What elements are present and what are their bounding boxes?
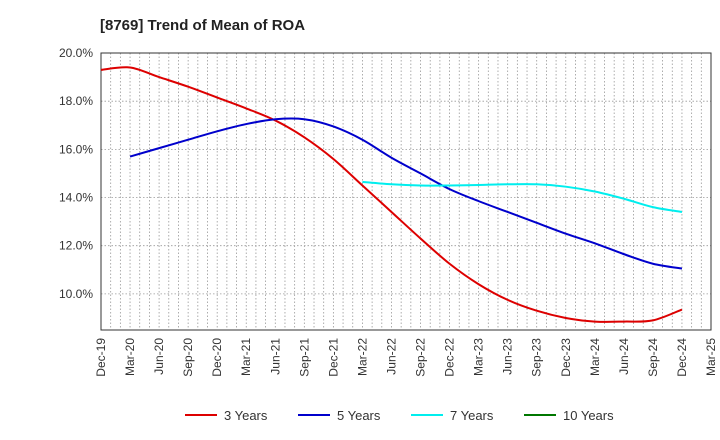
x-tick-label: Sep-22 <box>414 338 428 377</box>
x-tick-label: Mar-20 <box>123 338 137 376</box>
x-tick-label: Sep-21 <box>297 338 311 377</box>
x-tick-label: Sep-23 <box>530 338 544 377</box>
y-axis: 10.0% 12.0% 14.0% 16.0% 18.0% 20.0% <box>59 46 93 301</box>
x-tick-label: Mar-25 <box>704 338 718 376</box>
x-tick-label: Dec-22 <box>443 338 457 377</box>
x-tick-label: Jun-22 <box>384 338 398 375</box>
x-tick-label: Jun-24 <box>617 338 631 375</box>
y-tick-label: 16.0% <box>59 142 93 156</box>
plot-background <box>101 53 711 330</box>
legend: 3 Years 5 Years 7 Years 10 Years <box>185 408 614 423</box>
series-lines <box>100 66 683 323</box>
legend-label: 5 Years <box>337 408 381 423</box>
plot-area <box>100 52 712 331</box>
x-tick-label: Jun-23 <box>501 338 515 375</box>
y-tick-label: 14.0% <box>59 191 93 205</box>
series-line-7-years <box>362 180 683 213</box>
x-tick-label: Sep-24 <box>646 338 660 377</box>
series-line-3-years <box>100 66 683 323</box>
x-tick-label: Mar-21 <box>239 338 253 376</box>
x-tick-label: Dec-21 <box>326 338 340 377</box>
x-tick-label: Dec-20 <box>210 338 224 377</box>
x-tick-label: Mar-23 <box>472 338 486 376</box>
x-tick-label: Dec-24 <box>675 338 689 377</box>
plot-frame <box>100 52 712 331</box>
x-tick-label: Sep-20 <box>181 338 195 377</box>
y-tick-label: 18.0% <box>59 94 93 108</box>
x-tick-label: Jun-21 <box>268 338 282 375</box>
x-tick-label: Dec-19 <box>94 338 108 377</box>
legend-label: 7 Years <box>450 408 494 423</box>
x-tick-label: Mar-24 <box>588 338 602 376</box>
legend-label: 10 Years <box>563 408 614 423</box>
legend-label: 3 Years <box>224 408 268 423</box>
x-axis: Dec-19 Mar-20 Jun-20 Sep-20 Dec-20 Mar-21 Jun-… <box>94 338 718 377</box>
chart-title: [8769] Trend of Mean of ROA <box>100 17 305 34</box>
y-tick-label: 12.0% <box>59 239 93 253</box>
x-tick-label: Jun-20 <box>152 338 166 375</box>
series-line-5-years <box>129 117 683 270</box>
x-tick-label: Mar-22 <box>355 338 369 376</box>
y-tick-label: 20.0% <box>59 46 93 60</box>
x-tick-label: Dec-23 <box>559 338 573 377</box>
y-tick-label: 10.0% <box>59 287 93 301</box>
